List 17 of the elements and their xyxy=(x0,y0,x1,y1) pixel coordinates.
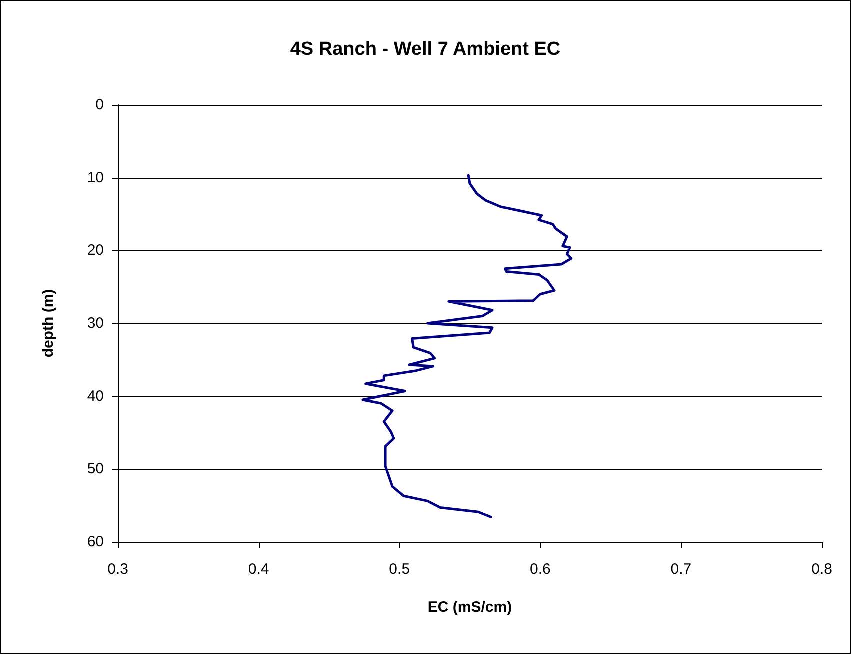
chart-title: 4S Ranch - Well 7 Ambient EC xyxy=(290,39,561,60)
x-tick-label: 0.5 xyxy=(389,561,410,578)
x-tick-label: 0.8 xyxy=(812,561,832,578)
line-series xyxy=(362,174,573,518)
x-tick-label: 0.7 xyxy=(670,561,692,578)
y-tick-label: 30 xyxy=(87,315,104,332)
y-tick-label: 50 xyxy=(87,460,104,478)
y-tick-label: 60 xyxy=(87,534,104,550)
y-tick-label: 40 xyxy=(87,388,104,405)
x-tick-label: 0.6 xyxy=(530,561,551,578)
x-tick-label: 0.4 xyxy=(248,561,270,578)
y-tick-label: 10 xyxy=(87,169,104,186)
y-tick-label: 0 xyxy=(96,96,104,114)
y-tick-label: 20 xyxy=(87,242,104,260)
x-tick-label: 0.3 xyxy=(108,561,128,578)
y-axis-title: depth (m) xyxy=(40,289,57,358)
x-axis-title: EC (mS/cm) xyxy=(428,599,512,616)
